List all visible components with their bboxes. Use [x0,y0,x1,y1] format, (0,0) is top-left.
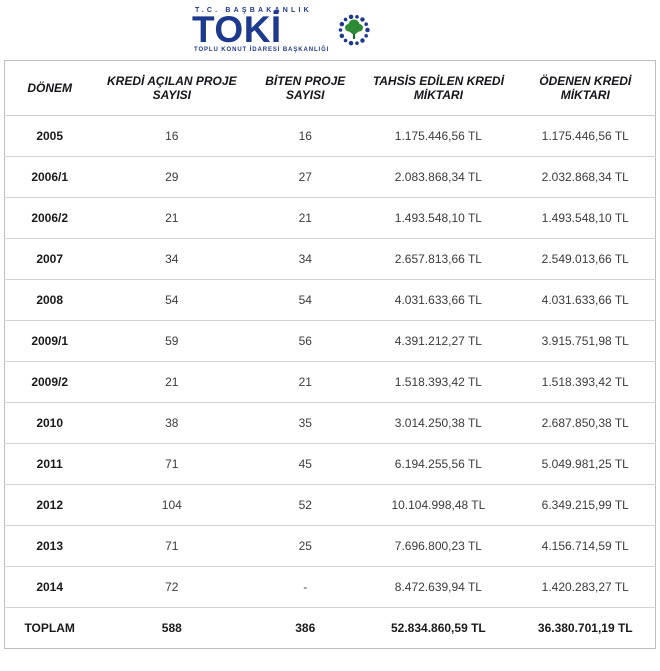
cell-acilan-proje-sayisi: 38 [94,402,250,444]
cell-biten-proje-sayisi: 34 [249,238,362,280]
cell-tahsis-edilen-kredi: 3.014.250,38 TL [361,402,516,444]
cell-acilan-proje-sayisi: 71 [94,443,250,485]
cell-biten-proje-sayisi: 386 [295,621,316,635]
toki-emblem-icon [338,14,370,46]
cell-donem: 2005 [4,115,95,157]
cell-odenen-kredi: 5.049.981,25 TL [515,443,656,485]
cell-acilan-proje-sayisi: 588 [161,621,182,635]
cell-tahsis-edilen-kredi: 52.834.860,59 TL [391,621,486,635]
cell-acilan-proje-sayisi: 72 [94,566,250,608]
cell-biten-proje-sayisi: 16 [249,115,362,157]
table-row: 2007 34 34 2.657.813,66 TL 2.549.013,66 TL [4,238,656,280]
table-row: 2010 38 35 3.014.250,38 TL 2.687.850,38 TL [4,402,656,444]
logo-top-text: T.C. BAŞBAKANLIK [195,7,312,14]
page-header: T.C. BAŞBAKANLIK TOKİ TOPLU KONUT İDARES… [0,0,660,60]
table-row: 2006/2 21 21 1.493.548,10 TL 1.493.548,10 TL [4,197,656,239]
cell-odenen-kredi: 1.493.548,10 TL [515,197,656,239]
table-row: 2009/2 21 21 1.518.393,42 TL 1.518.393,42 TL [4,361,656,403]
cell-tahsis-edilen-kredi: 6.194.255,56 TL [361,443,516,485]
header-row: DÖNEM KREDİ AÇILAN PROJE SAYISI BİTEN PR… [4,60,656,116]
cell-biten-proje-sayisi: 52 [249,484,362,526]
table-row: 2011 71 45 6.194.255,56 TL 5.049.981,25 TL [4,443,656,485]
cell-donem: 2013 [4,525,95,567]
cell-odenen-kredi: 3.915.751,98 TL [515,320,656,362]
cell-donem: 2006/1 [4,156,95,198]
cell-donem: 2009/2 [4,361,95,403]
total-row: TOPLAM 588 386 52.834.860,59 TL 36.380.701,1… [5,608,656,649]
table-row: 2005 16 16 1.175.446,56 TL 1.175.446,56 TL [4,115,656,157]
cell-acilan-proje-sayisi: 29 [94,156,250,198]
cell-tahsis-edilen-kredi: 4.031.633,66 TL [361,279,516,321]
credit-statistics-table: DÖNEM KREDİ AÇILAN PROJE SAYISI BİTEN PR… [4,60,656,649]
cell-acilan-proje-sayisi: 54 [94,279,250,321]
cell-odenen-kredi: 4.031.633,66 TL [515,279,656,321]
cell-donem: TOPLAM [24,621,75,635]
cell-donem: 2007 [4,238,95,280]
cell-biten-proje-sayisi: 21 [249,361,362,403]
cell-donem: 2012 [4,484,95,526]
table-row: 2014 72-8.472.639,94 TL 1.420.283,27 TL [4,566,656,608]
cell-biten-proje-sayisi: 27 [249,156,362,198]
column-header-tahsis-kredi: TAHSİS EDİLEN KREDİ MİKTARI [361,60,516,116]
logo-brand-text: TOKİ [192,9,282,50]
table-row: 2012 104 52 10.104.998,48 TL 6.349.215,99 TL [4,484,656,526]
cell-tahsis-edilen-kredi: 1.493.548,10 TL [361,197,516,239]
toki-logo-wordmark: T.C. BAŞBAKANLIK TOKİ TOPLU KONUT İDARES… [192,7,329,53]
cell-donem: 2010 [4,402,95,444]
cell-odenen-kredi: 1.518.393,42 TL [515,361,656,403]
table-row: 2008 54 54 4.031.633,66 TL 4.031.633,66 TL [4,279,656,321]
column-header-biten-proje: BİTEN PROJE SAYISI [249,60,362,116]
cell-tahsis-edilen-kredi: 10.104.998,48 TL [361,484,516,526]
cell-tahsis-edilen-kredi: 8.472.639,94 TL [361,566,516,608]
cell-tahsis-edilen-kredi: 1.518.393,42 TL [361,361,516,403]
cell-acilan-proje-sayisi: 21 [94,361,250,403]
cell-biten-proje-sayisi: 21 [249,197,362,239]
column-header-acilan-proje: KREDİ AÇILAN PROJE SAYISI [94,60,250,116]
cell-odenen-kredi: 6.349.215,99 TL [515,484,656,526]
cell-biten-proje-sayisi: 35 [249,402,362,444]
cell-biten-proje-sayisi: 45 [249,443,362,485]
cell-donem: 2011 [4,443,95,485]
cell-biten-proje-sayisi: 56 [249,320,362,362]
cell-donem: 2008 [4,279,95,321]
cell-tahsis-edilen-kredi: 2.083.868,34 TL [361,156,516,198]
logo-subtitle-text: TOPLU KONUT İDARESİ BAŞKANLIĞI [194,46,330,53]
cell-biten-proje-sayisi: - [249,566,362,608]
cell-acilan-proje-sayisi: 16 [94,115,250,157]
cell-tahsis-edilen-kredi: 4.391.212,27 TL [361,320,516,362]
cell-biten-proje-sayisi: 54 [249,279,362,321]
tree-glyph [345,19,364,39]
cell-odenen-kredi: 2.549.013,66 TL [515,238,656,280]
cell-tahsis-edilen-kredi: 1.175.446,56 TL [361,115,516,157]
cell-acilan-proje-sayisi: 21 [94,197,250,239]
cell-tahsis-edilen-kredi: 2.657.813,66 TL [361,238,516,280]
cell-odenen-kredi: 36.380.701,19 TL [537,621,633,635]
table-row: 2006/1 29 27 2.083.868,34 TL 2.032.868,34 TL [4,156,656,198]
cell-acilan-proje-sayisi: 104 [94,484,250,526]
column-header-odenen-kredi: ÖDENEN KREDİ MİKTARI [515,60,656,116]
cell-odenen-kredi: 1.175.446,56 TL [515,115,656,157]
cell-acilan-proje-sayisi: 71 [94,525,250,567]
cell-odenen-kredi: 2.687.850,38 TL [515,402,656,444]
table-row: 2013 71 25 7.696.800,23 TL 4.156.714,59 TL [4,525,656,567]
cell-donem: 2009/1 [4,320,95,362]
cell-odenen-kredi: 1.420.283,27 TL [515,566,656,608]
cell-odenen-kredi: 2.032.868,34 TL [515,156,656,198]
cell-donem: 2014 [4,566,95,608]
cell-acilan-proje-sayisi: 34 [94,238,250,280]
cell-acilan-proje-sayisi: 59 [94,320,250,362]
toki-logo: T.C. BAŞBAKANLIK TOKİ TOPLU KONUT İDARES… [192,7,372,53]
cell-tahsis-edilen-kredi: 7.696.800,23 TL [361,525,516,567]
column-header-donem: DÖNEM [4,60,95,116]
cell-biten-proje-sayisi: 25 [249,525,362,567]
table-row: 2009/1 59 56 4.391.212,27 TL 3.915.751,98 TL [4,320,656,362]
cell-donem: 2006/2 [4,197,95,239]
cell-odenen-kredi: 4.156.714,59 TL [515,525,656,567]
